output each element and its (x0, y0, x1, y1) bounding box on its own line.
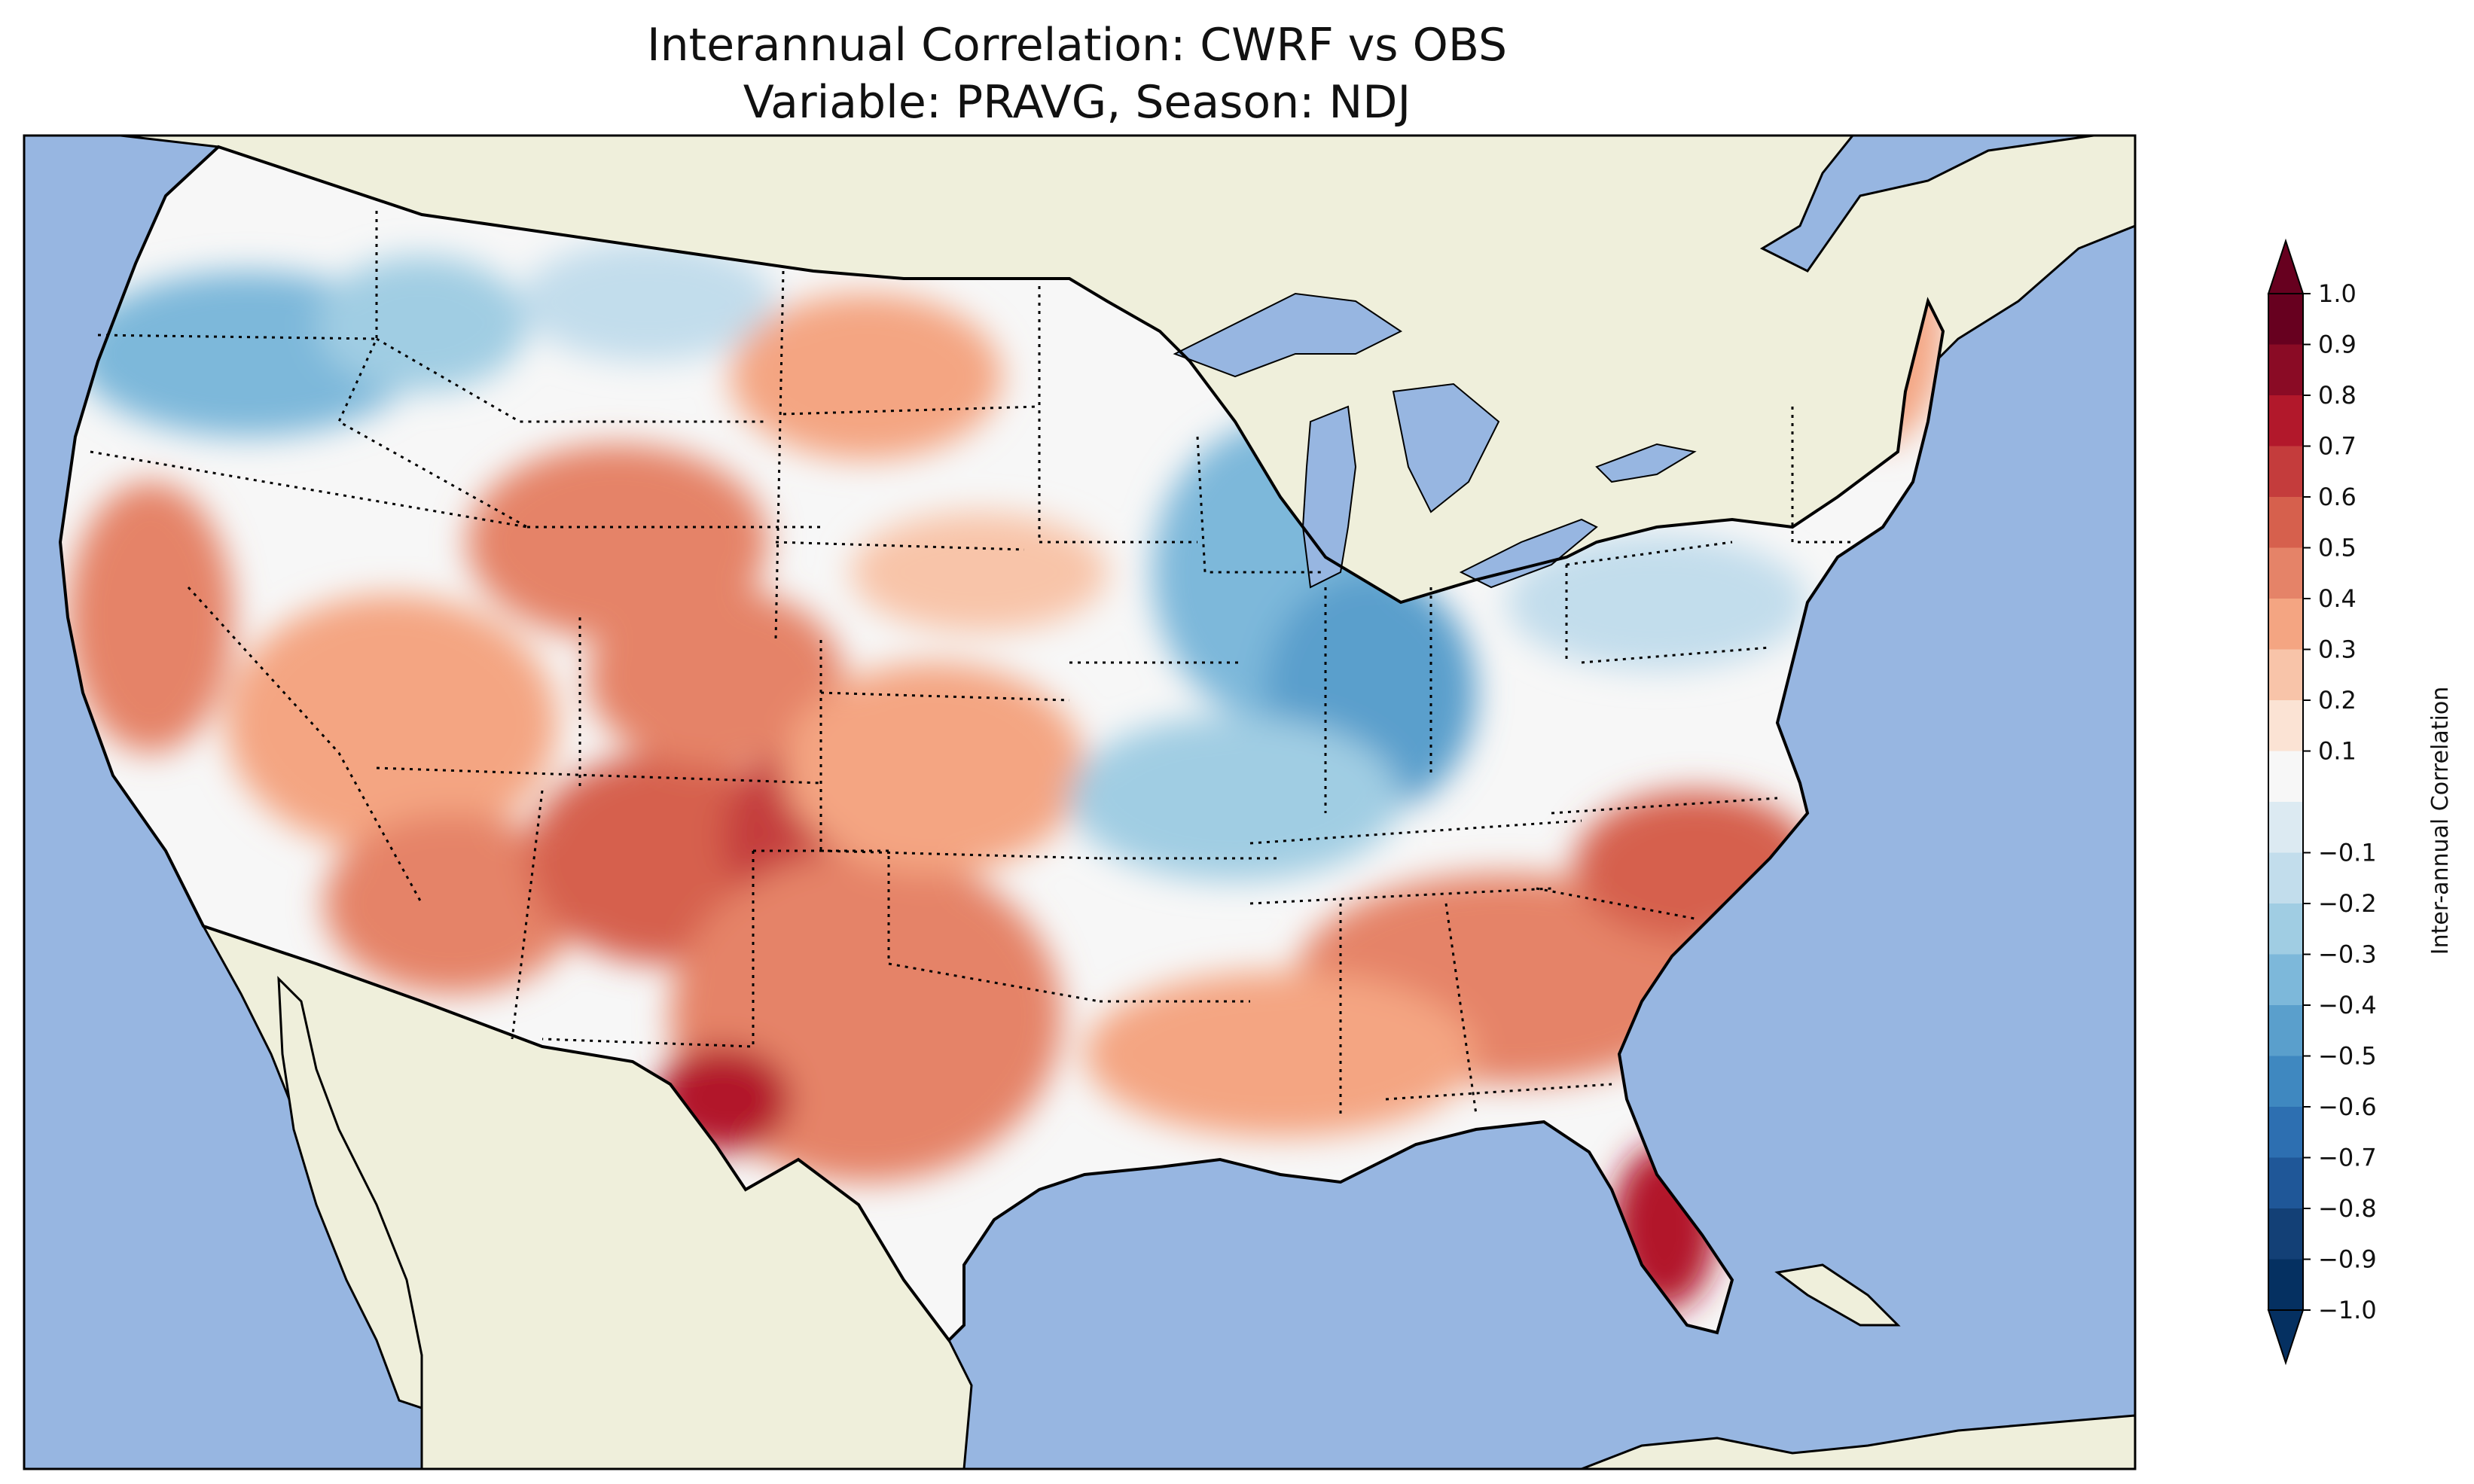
colorbar-band (2268, 852, 2303, 904)
colorbar-tick-label: 0.5 (2318, 534, 2357, 562)
colorbar-band (2268, 497, 2303, 548)
colorbar-band (2268, 1056, 2303, 1108)
colorbar-band (2268, 547, 2303, 599)
figure-title: Interannual Correlation: CWRF vs OBS Var… (23, 17, 2131, 131)
border-wa-or (97, 334, 377, 340)
border-wi-il (1196, 436, 1325, 574)
colorbar-band (2268, 751, 2303, 803)
lake-superior (1173, 292, 1402, 378)
border-nc-sc (1536, 887, 1695, 920)
border-tn-south (1249, 887, 1552, 905)
colorbar-band (2268, 294, 2303, 345)
colorbar-band (2268, 599, 2303, 650)
border-canada-us-dashed (421, 213, 1069, 280)
state-borders (90, 211, 1853, 1115)
field-neg-northeast (1506, 535, 1807, 670)
colorbar-band (2268, 1208, 2303, 1260)
colorbar-band (2268, 700, 2303, 751)
border-nd-sd (782, 405, 1040, 416)
border-sd-ne (775, 541, 1025, 551)
baja-peninsula (277, 976, 423, 1410)
colorbar-tick-label: 0.7 (2318, 432, 2357, 461)
colorbar-frame (2268, 293, 2304, 1311)
colorbar-band (2268, 395, 2303, 446)
colorbar-tick-label: −0.4 (2318, 991, 2377, 1019)
border-dakotas-east (774, 270, 785, 641)
field-neg-montana (520, 241, 776, 361)
colorbar-band (2268, 904, 2303, 955)
colorbar-band (2268, 344, 2303, 396)
colorbar-tick-label: −0.7 (2318, 1144, 2377, 1172)
field-pos-arizona (324, 813, 580, 994)
map-panel (24, 136, 2135, 1469)
colorbar-tick-label: 0.8 (2318, 381, 2357, 410)
colorbar-band (2268, 954, 2303, 1006)
colorbar-tick-label: −0.1 (2318, 839, 2377, 867)
colorbar-tick-label: −0.3 (2318, 940, 2377, 969)
colorbar-band (2268, 446, 2303, 498)
colorbar-tick-label: 0.9 (2318, 331, 2357, 359)
colorbar: 1.0 0.9 0.8 0.7 0.6 0.5 0.4 0.3 0.2 0.1 −0.1 −0.2 −0… (2267, 238, 2377, 1366)
border-az-nm (511, 790, 544, 1040)
title-line-1: Interannual Correlation: CWRF vs OBS (646, 19, 1508, 72)
field-pos-colorado (587, 587, 843, 768)
border-al-ga (1444, 903, 1478, 1115)
colorbar-band (2268, 1157, 2303, 1209)
colorbar-tick-label: 0.2 (2318, 686, 2357, 715)
field-pos-utah-nevada (226, 595, 557, 851)
lake-huron (1392, 382, 1500, 513)
border-ky-tn (1249, 819, 1582, 845)
border-new-england (1791, 407, 1853, 544)
colorbar-tick-label: −0.9 (2318, 1245, 2377, 1274)
border-ok-tx (753, 849, 1100, 1003)
colorbar-band (2268, 649, 2303, 701)
colorbar-tick-label: −1.0 (2318, 1296, 2377, 1324)
field-pos-dakotas (731, 294, 1002, 459)
us-coastline (58, 145, 1945, 1343)
lake-erie (1459, 518, 1598, 589)
cuba-land (1774, 1263, 1901, 1327)
colorbar-tick-label: 1.0 (2318, 279, 2357, 308)
field-pos-gulf (1084, 971, 1476, 1137)
colorbar-tick-label: −0.8 (2318, 1194, 2377, 1223)
border-nv-ca (187, 586, 423, 904)
border-ks-ok (820, 849, 1100, 860)
colorbar-tick-label: 0.6 (2318, 483, 2357, 511)
correlation-field (68, 218, 1943, 1310)
colorbar-band (2268, 802, 2303, 853)
border-pa-ny (1566, 541, 1733, 566)
lake-ontario (1595, 443, 1697, 483)
colorbar-tick-label: −0.6 (2318, 1092, 2377, 1121)
colorbar-tick-label: 0.1 (2318, 737, 2357, 766)
field-pos-kansas-oklahoma (783, 663, 1084, 873)
field-pos-nebraska (851, 512, 1107, 632)
colorbar-label: Inter-annual Correlation (2427, 687, 2454, 955)
field-neg-idaho (316, 256, 527, 392)
lake-michigan (1301, 405, 1357, 589)
title-line-2: Variable: PRAVG, Season: NDJ (743, 76, 1411, 129)
colorbar-extend-max (2267, 238, 2305, 294)
colorbar-band (2268, 1107, 2303, 1158)
colorbar-band (2268, 1259, 2303, 1311)
map-frame (23, 134, 2137, 1470)
colorbar-tick-label: −0.2 (2318, 889, 2377, 918)
bottom-right-land (1581, 1414, 2135, 1469)
colorbar-extend-min (2267, 1309, 2305, 1366)
colorbar-tick-label: 0.4 (2318, 584, 2357, 613)
field-pos-california (68, 482, 233, 753)
colorbar-band (2268, 1005, 2303, 1056)
colorbar-tick-label: 0.3 (2318, 635, 2357, 664)
colorbar-tick-label: −0.5 (2318, 1042, 2377, 1071)
field-neg-kentucky (1069, 715, 1401, 881)
border-ne-ks (820, 691, 1070, 702)
